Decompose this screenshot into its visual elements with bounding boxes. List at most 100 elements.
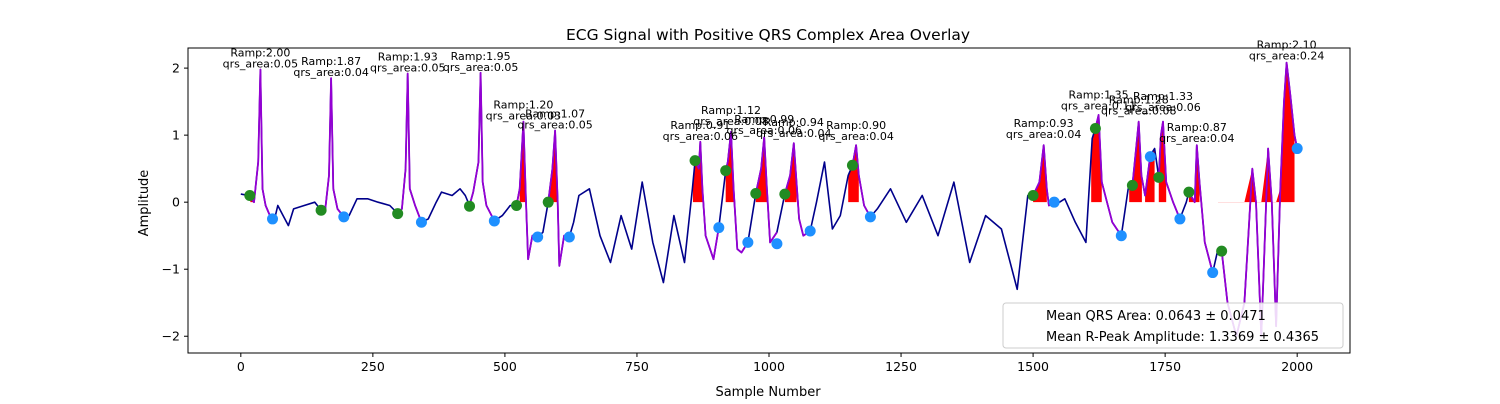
y-tick-label-1: 1 xyxy=(172,128,180,143)
x-axis-label: Sample Number xyxy=(715,385,821,400)
qrs-area-label-15: qrs_area:0.06 xyxy=(1125,101,1200,114)
s-point-marker-5 xyxy=(532,231,544,243)
qrs-area-label-3: qrs_area:0.05 xyxy=(370,61,445,74)
qrs-segment-3 xyxy=(397,72,423,223)
legend-entry-r-peak: Mean R-Peak Amplitude: 1.3369 ± 0.4365 xyxy=(1046,330,1319,345)
q-point-marker-12 xyxy=(1027,189,1039,201)
qrs-area-label-16: qrs_area:0.04 xyxy=(1159,132,1234,145)
q-point-marker-1 xyxy=(244,189,256,201)
qrs-segment-8 xyxy=(724,130,749,254)
r-peak-amplitude-label-7: Ramp:0.91 xyxy=(670,119,730,132)
axes: 0 250 500 750 1000 1250 1500 1750 2000 −2 −1 0 1 2 xyxy=(162,61,1314,374)
q-point-marker-6 xyxy=(542,196,554,208)
qrs-area-fill-12 xyxy=(1145,148,1155,203)
y-tick-label--2: −2 xyxy=(162,329,180,344)
qrs-area-label-11: qrs_area:0.04 xyxy=(818,130,893,143)
s-point-marker-3 xyxy=(415,216,427,228)
s-point-marker-4 xyxy=(488,215,500,227)
qrs-area-label-13: qrs_area:0.11 xyxy=(1061,100,1136,113)
qrs-area-label-1: qrs_area:0.05 xyxy=(223,57,298,70)
qrs-segment-7 xyxy=(694,140,720,261)
qrs-area-fill-9 xyxy=(1033,145,1047,203)
qrs-area-label-14: qrs_area:0.08 xyxy=(1101,104,1176,117)
q-point-marker-16 xyxy=(1183,186,1195,198)
qrs-segment-15 xyxy=(1157,120,1181,220)
qrs-area-fill-15 xyxy=(1217,62,1295,203)
x-tick-label-750: 750 xyxy=(625,359,649,374)
r-peak-amplitude-label-1: Ramp:2.00 xyxy=(230,46,290,59)
qrs-area-fill-1 xyxy=(250,197,255,203)
x-tick-label-1000: 1000 xyxy=(753,359,785,374)
r-peak-amplitude-label-8: Ramp:1.12 xyxy=(701,104,761,117)
qrs-segment-9 xyxy=(754,136,778,244)
r-peak-amplitude-label-10: Ramp:0.94 xyxy=(764,116,824,129)
s-point-marker-11 xyxy=(864,211,876,223)
s-point-marker-16 xyxy=(1207,267,1219,279)
x-tick-label-1750: 1750 xyxy=(1149,359,1181,374)
x-tick-label-2000: 2000 xyxy=(1281,359,1313,374)
qrs-segment-11 xyxy=(851,144,872,218)
s-point-marker-10 xyxy=(804,225,816,237)
s-point-marker-7 xyxy=(713,222,725,234)
s-point-marker-8 xyxy=(742,236,754,248)
r-peak-amplitude-label-12: Ramp:0.93 xyxy=(1014,117,1074,130)
legend-entry-qrs-area: Mean QRS Area: 0.0643 ± 0.0471 xyxy=(1046,309,1266,324)
qrs-segment-14 xyxy=(1131,120,1152,197)
x-tick-label-250: 250 xyxy=(361,359,385,374)
x-tick-label-1250: 1250 xyxy=(885,359,917,374)
s-point-marker-14 xyxy=(1144,151,1156,163)
y-tick-label-0: 0 xyxy=(172,195,180,210)
s-point-marker-6 xyxy=(563,231,575,243)
qrs-segment-2 xyxy=(320,77,345,218)
r-peak-amplitude-label-6: Ramp:1.07 xyxy=(525,107,585,120)
qrs-segment-13 xyxy=(1094,114,1123,237)
qrs-area-label-9: qrs_area:0.06 xyxy=(727,124,802,137)
r-peak-amplitude-label-2: Ramp:1.87 xyxy=(301,55,361,68)
s-point-marker-15 xyxy=(1174,213,1186,225)
s-point-marker-2 xyxy=(338,211,350,223)
qrs-area-label-2: qrs_area:0.04 xyxy=(293,66,368,79)
s-point-marker-9 xyxy=(771,238,783,250)
q-point-marker-3 xyxy=(392,208,404,220)
q-point-marker-14 xyxy=(1126,179,1138,191)
qrs-area-label-5: qrs_area:0.03 xyxy=(486,110,561,123)
r-peak-amplitude-label-13: Ramp:1.35 xyxy=(1069,89,1129,102)
x-tick-label-1500: 1500 xyxy=(1017,359,1049,374)
qrs-area-label-10: qrs_area:0.04 xyxy=(756,127,831,140)
s-point-marker-1 xyxy=(267,213,279,225)
qrs-area-label-12: qrs_area:0.04 xyxy=(1006,128,1081,141)
qrs-area-fill-8 xyxy=(848,145,859,203)
q-point-marker-11 xyxy=(846,159,858,171)
qrs-area-label-4: qrs_area:0.05 xyxy=(443,61,518,74)
y-tick-label--1: −1 xyxy=(162,262,180,277)
r-peak-amplitude-label-9: Ramp:0.99 xyxy=(734,113,794,126)
r-peak-amplitude-label-16: Ramp:0.87 xyxy=(1167,121,1227,134)
s-point-marker-13 xyxy=(1115,230,1127,242)
r-peak-amplitude-label-3: Ramp:1.93 xyxy=(378,50,438,63)
q-point-marker-10 xyxy=(779,188,791,200)
qrs-segment-16 xyxy=(1188,144,1214,273)
x-tick-label-0: 0 xyxy=(237,359,245,374)
r-peak-amplitude-label-14: Ramp:1.28 xyxy=(1109,93,1169,106)
x-tick-label-500: 500 xyxy=(493,359,517,374)
q-point-marker-9 xyxy=(750,187,762,199)
q-point-marker-5 xyxy=(511,200,523,212)
qrs-area-label-17: qrs_area:0.24 xyxy=(1249,49,1324,62)
y-tick-label-2: 2 xyxy=(172,61,180,76)
s-point-marker-12 xyxy=(1048,196,1060,208)
qrs-area-label-6: qrs_area:0.05 xyxy=(517,118,592,131)
q-point-marker-8 xyxy=(720,165,732,177)
q-point-marker-13 xyxy=(1089,122,1101,134)
y-axis-label: Amplitude xyxy=(137,170,152,237)
r-peak-amplitude-label-15: Ramp:1.33 xyxy=(1133,90,1193,103)
chart-title: ECG Signal with Positive QRS Complex Are… xyxy=(566,26,970,44)
s-point-marker-17 xyxy=(1291,143,1303,155)
q-point-marker-17 xyxy=(1216,245,1228,257)
q-point-marker-15 xyxy=(1153,171,1165,183)
qrs-area-label-7: qrs_area:0.06 xyxy=(663,130,738,143)
qrs-segment-4 xyxy=(468,71,496,222)
q-point-marker-7 xyxy=(689,155,701,167)
legend: Mean QRS Area: 0.0643 ± 0.0471 Mean R-Pe… xyxy=(1002,302,1344,349)
